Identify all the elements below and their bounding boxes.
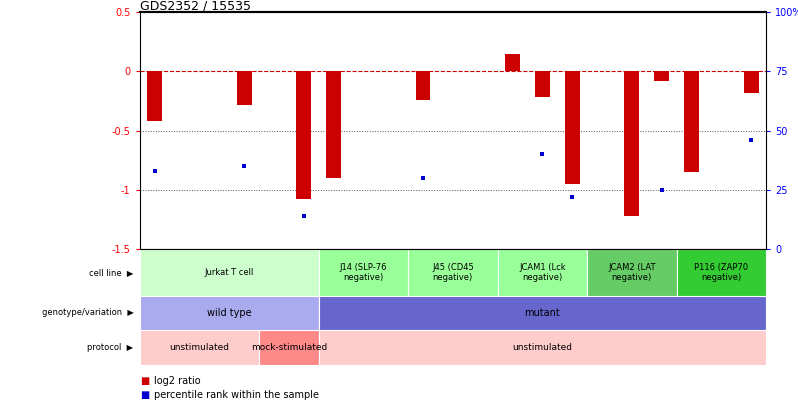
Bar	[654, 71, 670, 81]
Bar	[259, 330, 318, 364]
Bar	[147, 71, 162, 121]
Bar	[535, 71, 550, 98]
Text: cell line  ▶: cell line ▶	[89, 268, 133, 277]
Text: mock-stimulated: mock-stimulated	[251, 343, 327, 352]
Text: ■: ■	[140, 376, 149, 386]
Bar	[296, 71, 311, 199]
Bar	[140, 249, 318, 296]
Bar	[677, 249, 766, 296]
Bar	[408, 249, 498, 296]
Bar	[505, 53, 520, 71]
Text: J14 (SLP-76
negative): J14 (SLP-76 negative)	[340, 263, 387, 282]
Bar	[624, 71, 639, 216]
Bar	[498, 249, 587, 296]
Text: wild type: wild type	[207, 308, 251, 318]
Bar	[684, 71, 699, 172]
Text: protocol  ▶: protocol ▶	[87, 343, 133, 352]
Bar	[318, 330, 766, 364]
Bar	[744, 71, 759, 93]
Text: Jurkat T cell: Jurkat T cell	[204, 268, 254, 277]
Bar	[565, 71, 579, 184]
Text: JCAM1 (Lck
negative): JCAM1 (Lck negative)	[519, 263, 566, 282]
Text: unstimulated: unstimulated	[512, 343, 572, 352]
Bar	[318, 249, 408, 296]
Bar	[587, 249, 677, 296]
Text: genotype/variation  ▶: genotype/variation ▶	[41, 308, 133, 318]
Text: JCAM2 (LAT
negative): JCAM2 (LAT negative)	[608, 263, 656, 282]
Bar	[140, 330, 259, 364]
Bar	[318, 296, 766, 330]
Text: J45 (CD45
negative): J45 (CD45 negative)	[432, 263, 474, 282]
Text: mutant: mutant	[524, 308, 560, 318]
Text: ■: ■	[140, 390, 149, 400]
Bar	[236, 71, 251, 104]
Bar	[326, 71, 341, 178]
Text: unstimulated: unstimulated	[169, 343, 229, 352]
Text: GDS2352 / 15535: GDS2352 / 15535	[140, 0, 251, 12]
Bar	[416, 71, 430, 100]
Text: P116 (ZAP70
negative): P116 (ZAP70 negative)	[694, 263, 749, 282]
Bar	[140, 296, 318, 330]
Text: percentile rank within the sample: percentile rank within the sample	[154, 390, 319, 400]
Text: log2 ratio: log2 ratio	[154, 376, 200, 386]
